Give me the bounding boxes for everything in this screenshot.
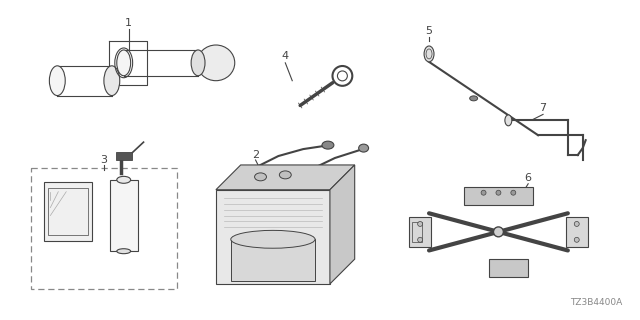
- Bar: [110, 180, 138, 251]
- Text: 6: 6: [525, 173, 532, 183]
- Ellipse shape: [358, 144, 369, 152]
- Bar: [409, 217, 431, 247]
- Bar: [44, 182, 92, 241]
- Ellipse shape: [418, 221, 422, 227]
- Polygon shape: [216, 165, 355, 190]
- Bar: [116, 152, 132, 160]
- Ellipse shape: [255, 173, 266, 181]
- Ellipse shape: [481, 190, 486, 195]
- Ellipse shape: [49, 66, 65, 96]
- Ellipse shape: [505, 115, 512, 126]
- Bar: [464, 187, 533, 204]
- Ellipse shape: [470, 96, 477, 101]
- Ellipse shape: [116, 176, 131, 183]
- Text: TZ3B4400A: TZ3B4400A: [570, 298, 622, 307]
- Text: 3: 3: [100, 155, 108, 165]
- Bar: [216, 190, 330, 284]
- Ellipse shape: [279, 171, 291, 179]
- Ellipse shape: [191, 50, 205, 76]
- Text: 2: 2: [252, 150, 259, 160]
- Text: 7: 7: [540, 103, 547, 114]
- Bar: [412, 222, 422, 242]
- Ellipse shape: [322, 141, 334, 149]
- Text: 4: 4: [282, 51, 289, 61]
- Bar: [488, 259, 528, 277]
- Bar: [31, 168, 177, 289]
- Ellipse shape: [496, 190, 501, 195]
- Bar: [566, 217, 588, 247]
- Ellipse shape: [197, 45, 235, 81]
- Bar: [49, 188, 88, 235]
- Ellipse shape: [104, 66, 120, 96]
- Ellipse shape: [424, 46, 434, 62]
- Ellipse shape: [511, 190, 516, 195]
- Ellipse shape: [116, 249, 131, 254]
- Ellipse shape: [493, 227, 504, 237]
- Bar: [231, 239, 315, 281]
- Ellipse shape: [418, 237, 422, 242]
- Text: 5: 5: [426, 26, 433, 36]
- Ellipse shape: [574, 221, 579, 227]
- Ellipse shape: [231, 230, 315, 248]
- Ellipse shape: [574, 237, 579, 242]
- Polygon shape: [330, 165, 355, 284]
- Text: 1: 1: [125, 18, 132, 28]
- Ellipse shape: [116, 50, 131, 76]
